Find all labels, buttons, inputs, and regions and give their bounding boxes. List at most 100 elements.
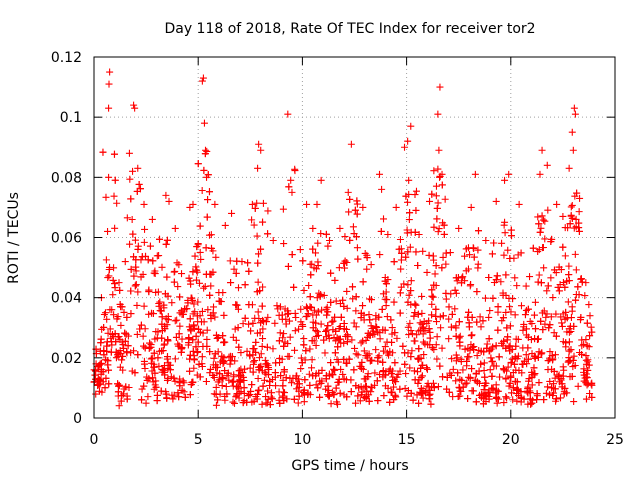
data-point — [440, 230, 448, 238]
data-point — [212, 361, 220, 369]
data-point — [189, 336, 197, 344]
data-point — [568, 307, 576, 315]
data-point — [550, 380, 558, 388]
data-point — [111, 330, 119, 338]
data-point — [249, 358, 257, 366]
data-point — [357, 364, 365, 372]
data-point — [317, 176, 325, 184]
data-point — [324, 242, 332, 250]
data-point — [435, 225, 443, 233]
data-point — [580, 371, 588, 379]
data-point — [524, 355, 532, 363]
data-point — [192, 263, 200, 271]
data-point — [414, 379, 422, 387]
data-point — [97, 366, 105, 374]
data-point — [500, 337, 508, 345]
data-point — [352, 233, 360, 241]
data-point — [566, 357, 574, 365]
data-point — [452, 377, 460, 385]
data-point — [530, 364, 538, 372]
data-point — [513, 397, 521, 405]
data-point — [501, 176, 509, 184]
data-point — [500, 251, 508, 259]
data-point — [175, 330, 183, 338]
data-point — [156, 235, 164, 243]
data-point — [140, 382, 148, 390]
data-point — [336, 323, 344, 331]
data-point — [276, 329, 284, 337]
data-point — [243, 398, 251, 406]
data-point — [580, 365, 588, 373]
data-point — [343, 259, 351, 267]
data-point — [461, 345, 469, 353]
data-point — [214, 334, 222, 342]
data-point — [231, 325, 239, 333]
data-point — [464, 395, 472, 403]
data-point — [176, 293, 184, 301]
data-point — [366, 316, 374, 324]
data-point — [214, 396, 222, 404]
data-point — [492, 386, 500, 394]
data-point — [367, 296, 375, 304]
data-point — [452, 324, 460, 332]
data-point — [259, 335, 267, 343]
data-point — [476, 391, 484, 399]
data-point — [325, 237, 333, 245]
data-point — [583, 342, 591, 350]
data-point — [445, 335, 453, 343]
data-point — [305, 370, 313, 378]
data-point — [373, 323, 381, 331]
data-point — [457, 355, 465, 363]
data-point — [489, 343, 497, 351]
data-point — [105, 366, 113, 374]
data-point — [235, 367, 243, 375]
data-point — [174, 283, 182, 291]
data-point — [110, 264, 118, 272]
data-point — [110, 150, 118, 158]
data-point — [547, 313, 555, 321]
data-point — [308, 356, 316, 364]
data-point — [202, 244, 210, 252]
data-point — [554, 283, 562, 291]
data-point — [555, 263, 563, 271]
data-point — [164, 336, 172, 344]
data-point — [324, 308, 332, 316]
data-point — [135, 180, 143, 188]
data-point — [379, 347, 387, 355]
data-point — [549, 294, 557, 302]
data-point — [194, 160, 202, 168]
data-point — [534, 248, 542, 256]
data-point — [426, 197, 434, 205]
data-point — [337, 313, 345, 321]
data-point — [332, 297, 340, 305]
data-point — [436, 362, 444, 370]
data-point — [255, 140, 263, 148]
data-point — [421, 327, 429, 335]
data-point — [123, 395, 131, 403]
data-point — [133, 187, 141, 195]
data-point — [459, 273, 467, 281]
data-point — [284, 352, 292, 360]
data-point — [130, 253, 138, 261]
data-point — [215, 376, 223, 384]
data-point — [264, 207, 272, 215]
data-point — [376, 251, 384, 259]
data-point — [442, 289, 450, 297]
data-point — [520, 357, 528, 365]
data-point — [436, 83, 444, 91]
data-point — [212, 383, 220, 391]
data-point — [207, 282, 215, 290]
data-point — [296, 246, 304, 254]
data-point — [501, 229, 509, 237]
data-point — [156, 307, 164, 315]
data-point — [323, 326, 331, 334]
data-point — [445, 388, 453, 396]
data-point — [92, 390, 100, 398]
data-point — [379, 358, 387, 366]
data-point — [433, 355, 441, 363]
data-point — [162, 240, 170, 248]
data-point — [471, 376, 479, 384]
data-point — [425, 251, 433, 259]
data-point — [357, 314, 365, 322]
data-point — [564, 298, 572, 306]
